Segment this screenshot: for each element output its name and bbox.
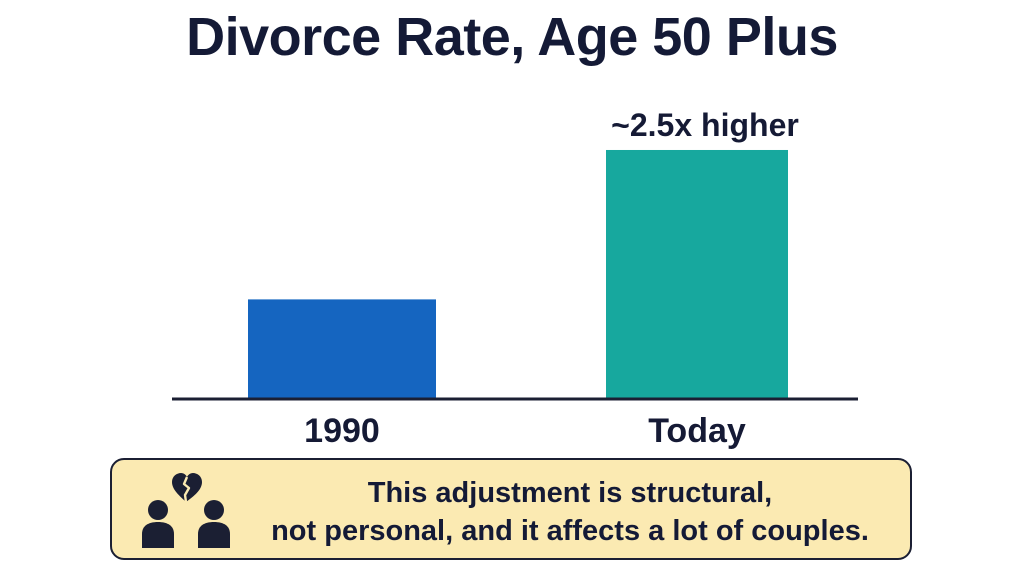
callout-message: This adjustment is structural, not perso…	[242, 474, 898, 550]
callout-line-2: not personal, and it affects a lot of co…	[271, 515, 869, 547]
bar-chart: 1990 Today ~2.5x higher	[172, 107, 858, 450]
labels-group: 1990 Today ~2.5x higher	[304, 107, 799, 450]
x-tick-label-today: Today	[648, 412, 746, 450]
bar-1990	[248, 299, 436, 399]
callout-line-1: This adjustment is structural,	[367, 477, 773, 509]
bars-group	[248, 149, 788, 399]
bar-today	[606, 149, 788, 399]
chart-title: Divorce Rate, Age 50 Plus	[186, 7, 838, 67]
callout-box: This adjustment is structural, not perso…	[110, 458, 912, 560]
broken-heart-couple-icon	[142, 473, 230, 548]
bar-annotation-today: ~2.5x higher	[611, 107, 799, 143]
x-tick-label-1990: 1990	[304, 412, 380, 450]
